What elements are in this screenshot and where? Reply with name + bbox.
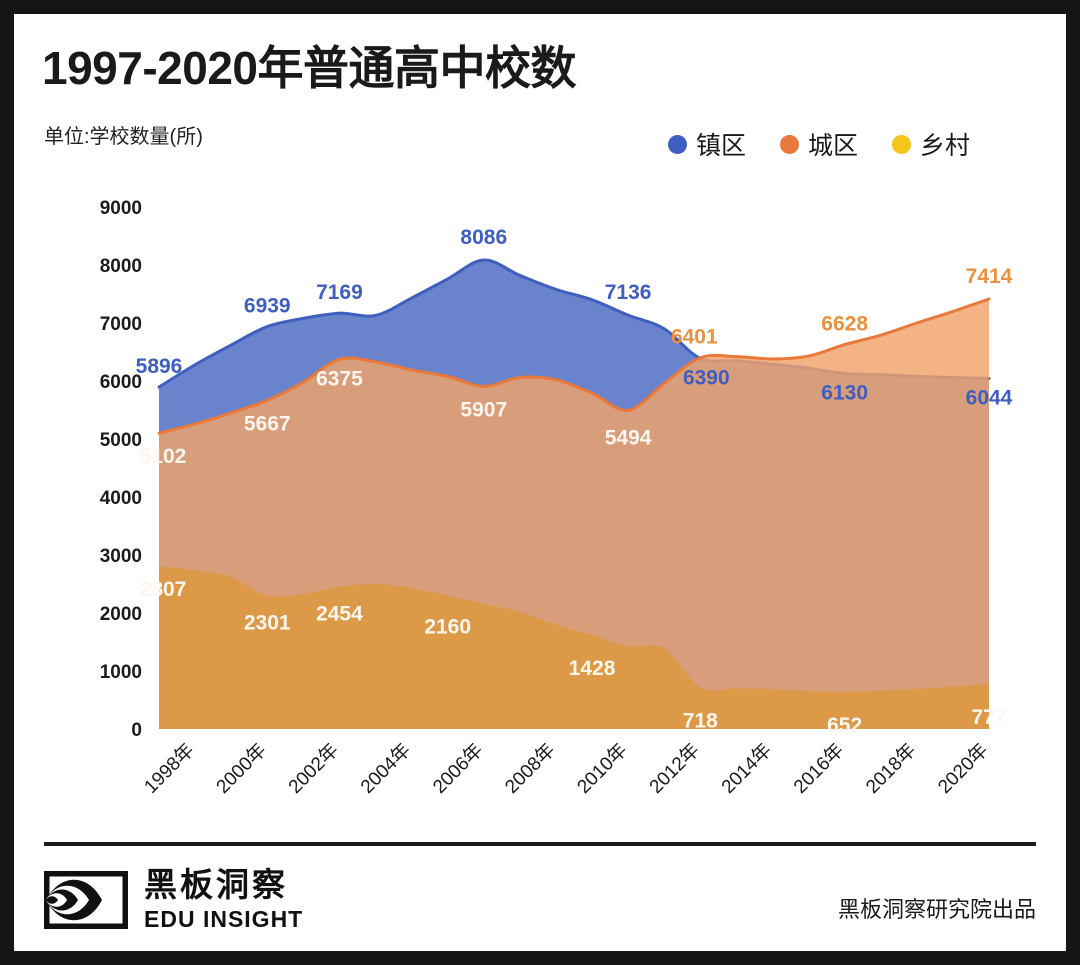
legend-item-chengqu[interactable]: 城区	[779, 126, 858, 162]
x-axis-tick: 2000年	[212, 739, 271, 798]
x-axis-tick: 2014年	[717, 739, 776, 798]
data-label: 8086	[460, 226, 507, 249]
data-label: 718	[683, 709, 718, 732]
y-axis-tick: 9000	[100, 198, 142, 219]
data-label: 2807	[140, 578, 187, 601]
data-label: 5494	[605, 426, 652, 449]
unit-label: 单位:学校数量(所)	[44, 126, 203, 148]
data-label: 652	[827, 714, 862, 737]
data-label: 7169	[316, 281, 363, 304]
data-label: 6628	[821, 313, 868, 336]
brand-name-en: EDU INSIGHT	[144, 906, 304, 932]
x-axis-tick: 2010年	[573, 739, 632, 798]
legend-item-zhenqu[interactable]: 镇区	[667, 126, 746, 162]
data-label: 5907	[460, 398, 507, 421]
y-axis-tick: 4000	[100, 488, 142, 509]
data-label: 6130	[821, 381, 868, 404]
data-point-labels: 5896 6939 7169 8086 7136 6390 6130 6044 5102 5667…	[136, 226, 1013, 737]
eye-logo-icon	[44, 870, 128, 929]
x-axis-tick: 2004年	[356, 739, 415, 798]
y-axis-tick: 2000	[100, 604, 142, 625]
y-axis-tick: 6000	[100, 372, 142, 393]
data-label: 6375	[316, 367, 363, 390]
data-label: 2454	[316, 603, 363, 626]
data-label: 5896	[136, 355, 183, 378]
x-axis-tick: 2008年	[501, 739, 560, 798]
x-axis-tick: 1998年	[140, 739, 199, 798]
chart-plot-area: 9000 8000 7000 6000 5000 4000 3000 2000 1000 0 19…	[14, 14, 1066, 834]
y-axis-ticks: 9000 8000 7000 6000 5000 4000 3000 2000 1000 0	[100, 198, 142, 741]
x-axis-tick: 2012年	[645, 739, 704, 798]
data-label: 5102	[140, 445, 187, 468]
legend-label-zhenqu: 镇区	[695, 132, 746, 160]
legend-label-xiangcun: 乡村	[919, 132, 970, 160]
y-axis-tick: 8000	[100, 256, 142, 277]
x-axis-tick: 2018年	[861, 739, 920, 798]
x-axis-ticks: 1998年 2000年 2002年 2004年 2006年 2008年 2010年 2012年…	[140, 739, 993, 798]
data-label: 6390	[683, 366, 730, 389]
infographic-canvas: 1997-2020年普通高中校数 单位:学校数量(所) 镇区 城区 乡村 900…	[14, 14, 1066, 951]
producer-credit: 黑板洞察研究院出品	[837, 897, 1036, 922]
legend-dot-xiangcun	[891, 134, 911, 154]
data-label: 7136	[605, 281, 652, 304]
x-axis-tick: 2002年	[284, 739, 343, 798]
legend-label-chengqu: 城区	[807, 132, 858, 160]
chart-legend: 镇区 城区 乡村	[667, 126, 970, 162]
data-label: 6939	[244, 295, 291, 318]
data-label: 2160	[424, 616, 471, 639]
x-axis-tick: 2020年	[934, 739, 993, 798]
legend-dot-chengqu	[779, 134, 799, 154]
area-series-group	[157, 258, 991, 729]
footer-divider	[44, 842, 1036, 846]
footer: 黑板洞察 EDU INSIGHT 黑板洞察研究院出品	[14, 860, 1066, 950]
brand-text: 黑板洞察 EDU INSIGHT	[144, 868, 303, 931]
data-label: 6401	[671, 326, 718, 349]
line-城区	[157, 297, 991, 435]
y-axis-tick: 0	[131, 720, 142, 741]
data-label: 7414	[966, 265, 1013, 288]
page-title: 1997-2020年普通高中校数	[42, 42, 576, 94]
brand-name-cn: 黑板洞察	[144, 866, 288, 903]
y-axis-tick: 5000	[100, 430, 142, 451]
legend-item-xiangcun[interactable]: 乡村	[891, 126, 970, 162]
area-乡村	[159, 566, 989, 729]
stacked-area-chart: 9000 8000 7000 6000 5000 4000 3000 2000 1000 0 19…	[100, 198, 1013, 798]
data-label: 777	[971, 706, 1006, 729]
brand-lockup: 黑板洞察 EDU INSIGHT	[44, 868, 303, 931]
y-axis-tick: 7000	[100, 314, 142, 335]
data-label: 5667	[244, 412, 291, 435]
data-label: 6044	[966, 386, 1013, 409]
x-axis-tick: 2006年	[428, 739, 487, 798]
y-axis-tick: 3000	[100, 546, 142, 567]
data-label: 2301	[244, 612, 291, 635]
data-label: 1428	[569, 657, 616, 680]
legend-dot-zhenqu	[667, 134, 687, 154]
y-axis-tick: 1000	[100, 662, 142, 683]
x-axis-tick: 2016年	[789, 739, 848, 798]
